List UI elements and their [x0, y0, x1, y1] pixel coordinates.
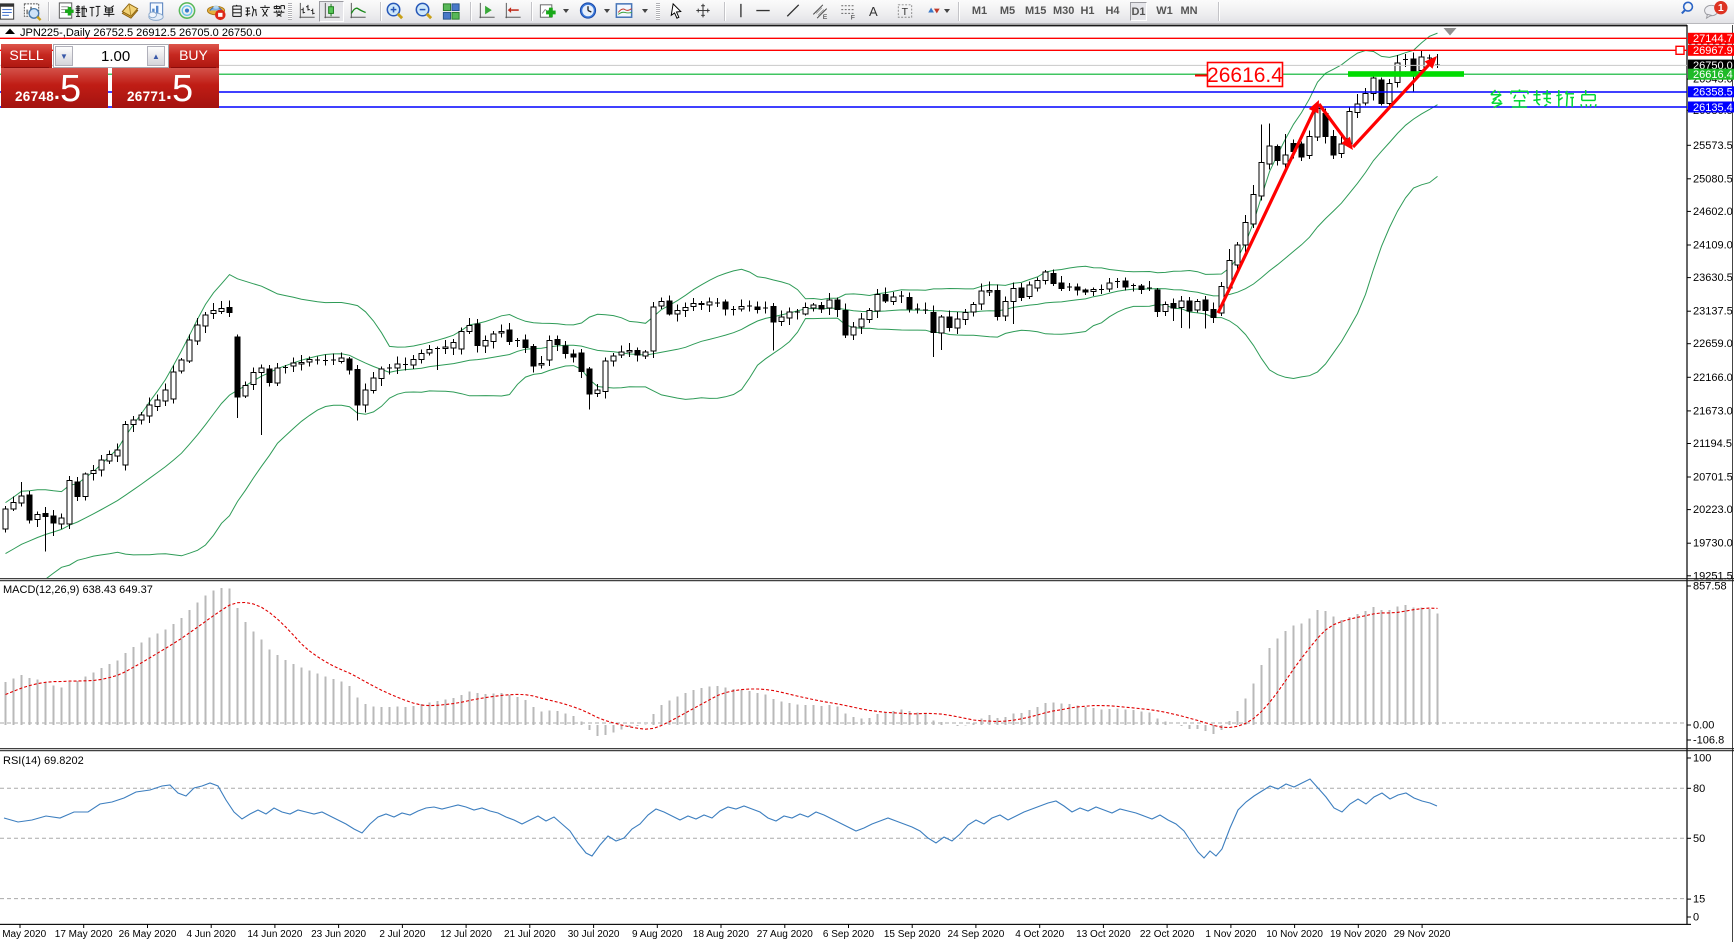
svg-text:27144.7: 27144.7 — [1693, 33, 1733, 45]
svg-text:24602.0: 24602.0 — [1693, 206, 1733, 218]
svg-text:21673.0: 21673.0 — [1693, 405, 1733, 417]
svg-text:24 Sep 2020: 24 Sep 2020 — [948, 929, 1005, 940]
svg-text:1: 1 — [1718, 2, 1724, 14]
svg-text:18 Aug 2020: 18 Aug 2020 — [693, 929, 750, 940]
svg-text:27 Aug 2020: 27 Aug 2020 — [757, 929, 814, 940]
svg-text:29 Nov 2020: 29 Nov 2020 — [1394, 929, 1451, 940]
svg-text:22166.0: 22166.0 — [1693, 372, 1733, 384]
svg-text:T: T — [902, 6, 909, 18]
svg-text:22659.0: 22659.0 — [1693, 338, 1733, 350]
svg-text:15 Sep 2020: 15 Sep 2020 — [884, 929, 941, 940]
svg-text:13 Oct 2020: 13 Oct 2020 — [1076, 929, 1131, 940]
svg-text:2 Jul 2020: 2 Jul 2020 — [379, 929, 426, 940]
svg-text:19730.0: 19730.0 — [1693, 538, 1733, 550]
svg-text:26967.9: 26967.9 — [1693, 45, 1733, 57]
svg-text:1 Nov 2020: 1 Nov 2020 — [1205, 929, 1257, 940]
svg-text:14 Jun 2020: 14 Jun 2020 — [247, 929, 302, 940]
svg-text:30 Jul 2020: 30 Jul 2020 — [568, 929, 620, 940]
svg-text:MACD(12,26,9) 638.43 649.37: MACD(12,26,9) 638.43 649.37 — [3, 584, 153, 596]
svg-text:0.00: 0.00 — [1693, 720, 1714, 732]
svg-text:20223.0: 20223.0 — [1693, 504, 1733, 516]
svg-text:6 Sep 2020: 6 Sep 2020 — [823, 929, 875, 940]
svg-text:F: F — [851, 15, 855, 22]
svg-text:9 Aug 2020: 9 Aug 2020 — [632, 929, 683, 940]
svg-text:857.58: 857.58 — [1693, 581, 1727, 593]
svg-text:100: 100 — [1693, 753, 1711, 765]
svg-text:19251.5: 19251.5 — [1693, 570, 1733, 582]
svg-text:17 May 2020: 17 May 2020 — [55, 929, 113, 940]
svg-text:23 Jun 2020: 23 Jun 2020 — [311, 929, 366, 940]
svg-text:22 Oct 2020: 22 Oct 2020 — [1140, 929, 1195, 940]
svg-text:25080.5: 25080.5 — [1693, 173, 1733, 185]
svg-text:15: 15 — [1693, 894, 1705, 906]
svg-text:21194.5: 21194.5 — [1693, 438, 1732, 450]
svg-text:RSI(14) 69.8202: RSI(14) 69.8202 — [3, 755, 84, 767]
svg-text:JPN225-,Daily 26752.5 26912.5: JPN225-,Daily 26752.5 26912.5 26705.0 26… — [20, 27, 262, 39]
svg-text:25573.5: 25573.5 — [1693, 140, 1733, 152]
svg-text:23137.5: 23137.5 — [1693, 306, 1733, 318]
svg-text:0: 0 — [1693, 912, 1699, 924]
svg-text:24109.0: 24109.0 — [1693, 240, 1733, 252]
svg-text:80: 80 — [1693, 783, 1705, 795]
svg-text:26135.4: 26135.4 — [1693, 102, 1733, 114]
svg-text:4 Jun 2020: 4 Jun 2020 — [186, 929, 236, 940]
svg-text:E: E — [823, 14, 828, 21]
svg-text:20701.5: 20701.5 — [1693, 472, 1733, 484]
svg-text:12 Jul 2020: 12 Jul 2020 — [440, 929, 492, 940]
svg-text:23630.5: 23630.5 — [1693, 272, 1733, 284]
svg-text:7 May 2020: 7 May 2020 — [0, 929, 47, 940]
svg-text:50: 50 — [1693, 833, 1705, 845]
svg-text:-106.8: -106.8 — [1693, 735, 1724, 747]
svg-text:26616.4: 26616.4 — [1207, 64, 1283, 87]
svg-text:26 May 2020: 26 May 2020 — [119, 929, 177, 940]
svg-text:10 Nov 2020: 10 Nov 2020 — [1266, 929, 1323, 940]
svg-text:19 Nov 2020: 19 Nov 2020 — [1330, 929, 1387, 940]
svg-text:26616.4: 26616.4 — [1693, 69, 1733, 81]
svg-text:26358.5: 26358.5 — [1693, 87, 1733, 99]
svg-text:21 Jul 2020: 21 Jul 2020 — [504, 929, 556, 940]
svg-text:4 Oct 2020: 4 Oct 2020 — [1015, 929, 1064, 940]
